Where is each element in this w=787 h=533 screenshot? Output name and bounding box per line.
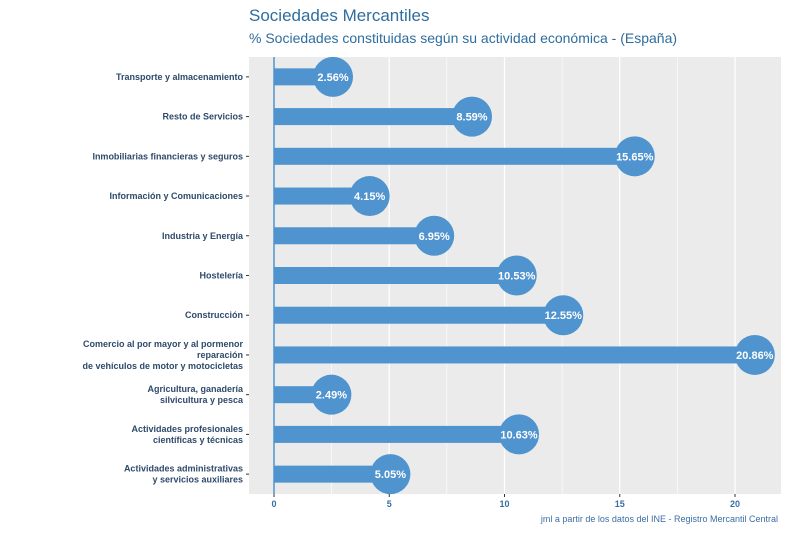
data-label: 2.49%: [316, 390, 347, 402]
x-tick-label: 5: [387, 499, 392, 509]
chart-caption: jml a partir de los datos del INE - Regi…: [540, 514, 778, 524]
data-label: 10.53%: [498, 271, 536, 283]
category-labels: Transporte y almacenamiento Resto de Serv…: [82, 72, 249, 485]
data-label: 12.55%: [545, 310, 583, 322]
bar-end-marker: [499, 414, 540, 455]
x-axis-ticks: 0 5 10 15 20: [271, 494, 740, 509]
x-tick-label: 20: [730, 499, 740, 509]
bar-end-marker: [496, 255, 537, 296]
chart-title: Sociedades Mercantiles: [249, 6, 429, 25]
data-label: 10.63%: [500, 429, 538, 441]
bar: [274, 147, 635, 165]
category-label: Actividades profesionales: [131, 424, 243, 434]
data-label: 5.05%: [375, 469, 406, 481]
bar-end-marker: [414, 215, 455, 256]
x-tick-label: 0: [271, 499, 276, 509]
bar-end-marker: [349, 176, 390, 217]
category-label: Comercio al por mayor y al pormenor: [83, 339, 244, 349]
category-label: científicas y técnicas: [153, 435, 243, 445]
category-label: de vehículos de motor y motocicletas: [82, 361, 243, 371]
bar: [274, 108, 472, 126]
bar: [274, 346, 755, 364]
category-label: Hostelería: [199, 271, 244, 281]
x-tick-label: 15: [615, 499, 625, 509]
category-label: Información y Comunicaciones: [109, 191, 243, 201]
bar-end-marker: [614, 136, 655, 177]
category-label: Agricultura, ganadería: [147, 384, 244, 394]
category-label: Actividades administrativas: [124, 464, 243, 474]
bar-end-marker: [734, 334, 775, 375]
data-label: 8.59%: [456, 112, 487, 124]
category-label: Resto de Servicios: [162, 112, 243, 122]
chart-subtitle: % Sociedades constituidas según su activ…: [249, 30, 677, 46]
bar-end-marker: [313, 56, 354, 97]
data-label: 20.86%: [736, 350, 774, 362]
bar-end-marker: [370, 454, 411, 495]
bar: [274, 267, 517, 284]
bar-end-marker: [311, 374, 352, 415]
bar-end-marker: [543, 295, 584, 336]
data-label: 2.56%: [317, 72, 348, 84]
bar: [274, 187, 370, 205]
bar: [274, 306, 564, 324]
category-label: Transporte y almacenamiento: [116, 72, 244, 82]
category-label: reparación: [197, 350, 243, 360]
bar: [274, 425, 520, 443]
category-label: silvicultura y pesca: [160, 395, 244, 405]
category-label: y servicios auxiliares: [152, 475, 243, 485]
category-label: Construcción: [185, 310, 243, 320]
bar-end-marker: [451, 96, 492, 137]
bars: 2.56% 8.59% 15.65% 4.15% 6.95% 10.53% 12.55% 20…: [274, 56, 775, 495]
category-label: Inmobiliarias financieras y seguros: [92, 151, 243, 161]
data-label: 6.95%: [419, 231, 450, 243]
category-label: Industria y Energía: [162, 231, 244, 241]
data-label: 15.65%: [616, 151, 654, 163]
data-label: 4.15%: [354, 191, 385, 203]
bar: [274, 227, 435, 245]
bar: [274, 465, 391, 483]
x-tick-label: 10: [499, 499, 509, 509]
